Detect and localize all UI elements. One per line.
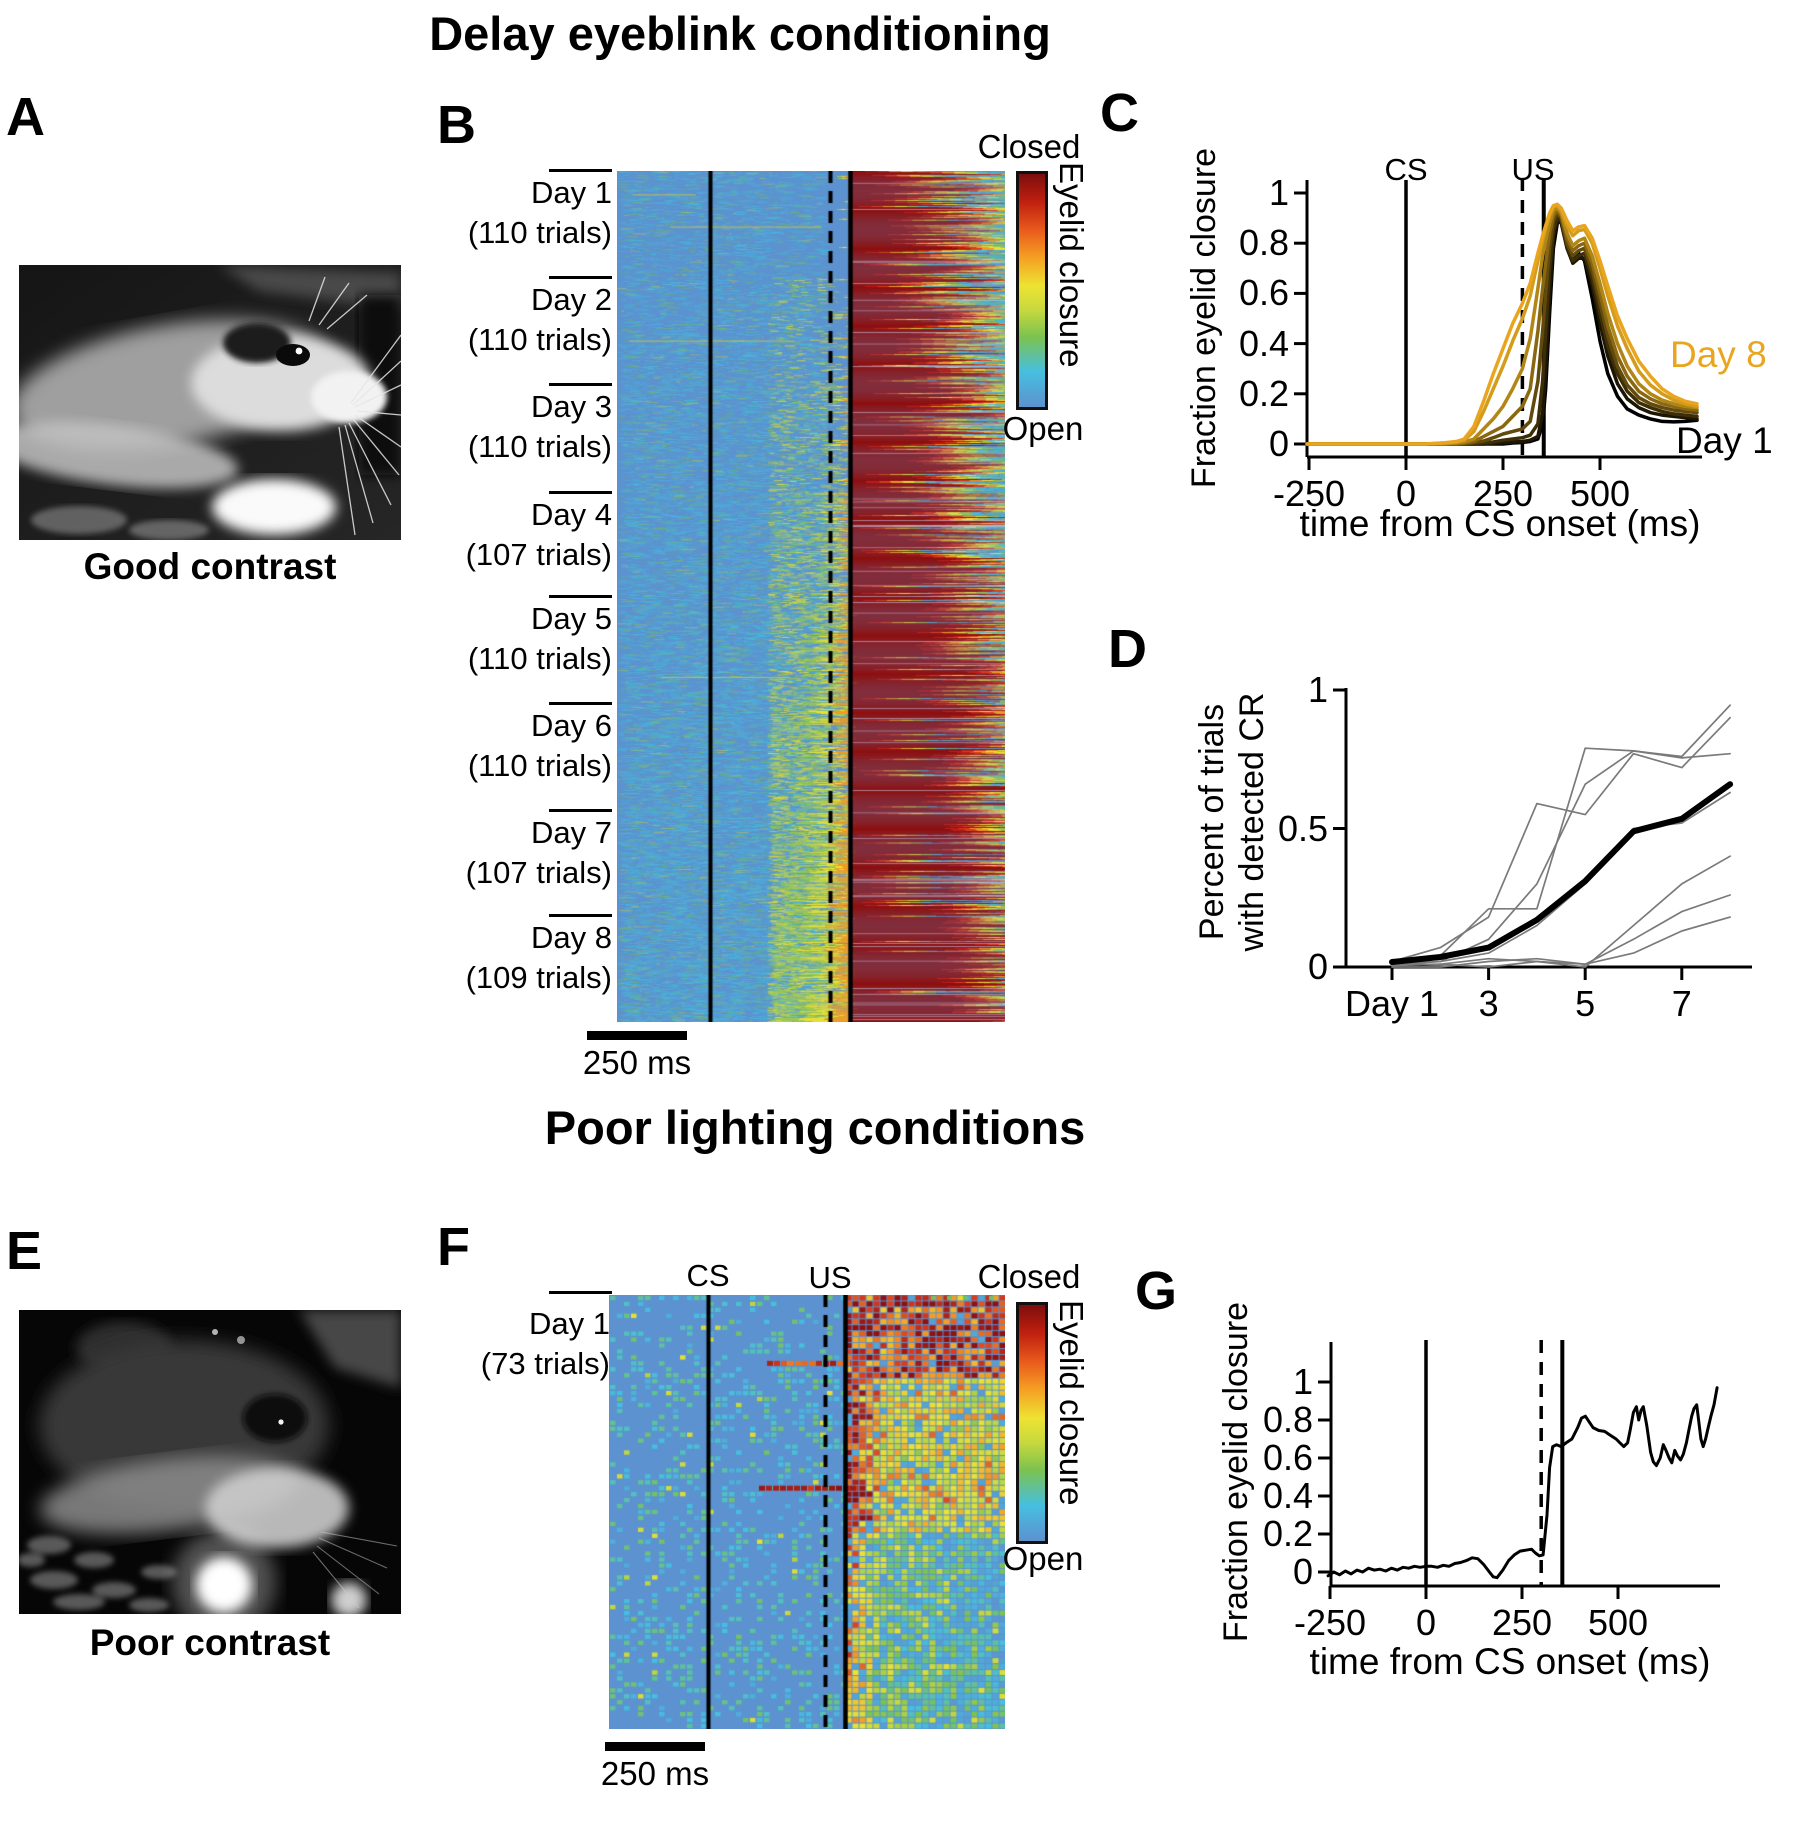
c-us-label: US: [1511, 152, 1555, 187]
c-y-tick-label: 0.8: [1238, 222, 1289, 264]
b-day-trials: (110 trials): [467, 748, 612, 784]
b-day-label: Day 8: [531, 919, 612, 955]
colorbar-closed-label: Closed: [977, 128, 1081, 165]
mouse-photo-poor-contrast: [19, 1310, 401, 1614]
c-x-tick-label: 500: [1569, 473, 1631, 514]
f-day-trials: (73 trials): [480, 1346, 610, 1381]
g-x-tick-label: 0: [1415, 1602, 1437, 1643]
mouse-photo-good-contrast: [19, 265, 401, 540]
c-y-tick-label: 0: [1268, 423, 1289, 464]
f-us-label: US: [808, 1260, 852, 1295]
colorbar-axis-label: Eyelid closure: [1053, 162, 1090, 368]
c-x-tick-label: 250: [1472, 473, 1534, 514]
b-day-trials: (110 trials): [467, 429, 612, 465]
panel-label-a: A: [6, 87, 45, 147]
d-x-tick-label: Day 1: [1344, 983, 1440, 1024]
g-y-tick-label: 0: [1292, 1551, 1313, 1592]
heatmap-eyelid-closure-day1-poor: [609, 1295, 1005, 1729]
b-day-label: Day 5: [531, 600, 612, 636]
g-y-tick-label: 0.6: [1262, 1437, 1313, 1478]
b-day-trials: (110 trials): [467, 215, 612, 250]
d-y-tick-label: 0: [1307, 946, 1328, 987]
b-day-trials: (109 trials): [465, 959, 612, 995]
panel-label-g: G: [1135, 1261, 1178, 1321]
b-day-tick: [549, 702, 612, 706]
f-colorbar-open-label: Open: [1002, 1540, 1084, 1577]
figure-title-delay-conditioning: Delay eyeblink conditioning: [429, 7, 1051, 60]
g-x-tick-label: 500: [1587, 1602, 1649, 1643]
g-y-tick-label: 0.8: [1262, 1399, 1313, 1440]
figure-title-poor-lighting: Poor lighting conditions: [544, 1101, 1086, 1154]
c-y-tick-label: 0.6: [1238, 272, 1289, 314]
c-y-tick-label: 0.2: [1238, 372, 1289, 414]
c-x-tick-label: 0: [1395, 473, 1417, 514]
b-day-trials: (107 trials): [465, 536, 612, 572]
d-x-tick-label: 7: [1671, 983, 1692, 1024]
b-day-tick: [549, 594, 612, 598]
c-xlabel: time from CS onset (ms): [1299, 503, 1701, 544]
d-y-tick-label: 1: [1307, 669, 1328, 710]
f-scalebar-250ms-label: 250 ms: [600, 1755, 710, 1792]
g-x-tick-label: -250: [1293, 1602, 1367, 1643]
f-colorbar-eyelid-closure: [1016, 1302, 1048, 1544]
b-day-label: Day 4: [531, 496, 612, 532]
panel-label-f: F: [437, 1217, 470, 1277]
scalebar-250ms: [587, 1031, 687, 1040]
panel-label-e: E: [6, 1221, 43, 1281]
panel-label-d: D: [1108, 619, 1147, 679]
heatmap-eyelid-closure-8days: [617, 171, 1005, 1022]
c-annotation-day8: Day 8: [1670, 334, 1767, 375]
g-y-tick-label: 0.2: [1262, 1513, 1313, 1554]
b-day-tick: [549, 809, 612, 813]
caption-good-contrast: Good contrast: [83, 546, 337, 587]
c-x-tick-label: -250: [1272, 473, 1346, 514]
b-day-label: Day 7: [531, 815, 612, 851]
b-day-tick: [549, 383, 612, 387]
f-colorbar-axis-label: Eyelid closure: [1053, 1300, 1090, 1506]
b-day-trials: (110 trials): [467, 640, 612, 676]
b-day-tick: [549, 169, 612, 172]
colorbar-eyelid-closure: [1016, 171, 1048, 410]
b-day-trials: (107 trials): [465, 855, 612, 891]
panel-label-b: B: [437, 95, 476, 155]
f-colorbar-closed-label: Closed: [977, 1258, 1081, 1295]
f-day-label: Day 1: [529, 1306, 610, 1341]
b-day-tick: [549, 490, 612, 494]
b-day-tick: [549, 913, 612, 917]
f-scalebar-250ms: [605, 1742, 705, 1751]
c-y-tick-label: 0.4: [1238, 322, 1289, 364]
f-cs-label: CS: [686, 1258, 730, 1293]
c-y-tick-label: 1: [1268, 172, 1289, 213]
d-x-tick-label: 5: [1575, 983, 1596, 1024]
g-xlabel: time from CS onset (ms): [1309, 1641, 1711, 1682]
b-day-tick: [549, 276, 612, 280]
b-day-label: Day 1: [531, 175, 612, 210]
b-day-label: Day 2: [531, 282, 612, 318]
b-day-label: Day 6: [531, 708, 612, 744]
b-day-label: Day 3: [531, 389, 612, 425]
c-annotation-day1: Day 1: [1676, 420, 1773, 461]
d-y-tick-label: 0.5: [1277, 807, 1328, 849]
scalebar-250ms-label: 250 ms: [582, 1044, 692, 1081]
g-y-tick-label: 1: [1292, 1361, 1313, 1402]
g-y-tick-label: 0.4: [1262, 1475, 1313, 1516]
colorbar-open-label: Open: [1002, 410, 1084, 447]
f-day-tick: [549, 1291, 612, 1294]
caption-poor-contrast: Poor contrast: [89, 1622, 331, 1663]
b-day-trials: (110 trials): [467, 322, 612, 358]
panel-label-c: C: [1100, 83, 1139, 143]
g-x-tick-label: 250: [1491, 1602, 1553, 1643]
d-x-tick-label: 3: [1478, 983, 1499, 1024]
